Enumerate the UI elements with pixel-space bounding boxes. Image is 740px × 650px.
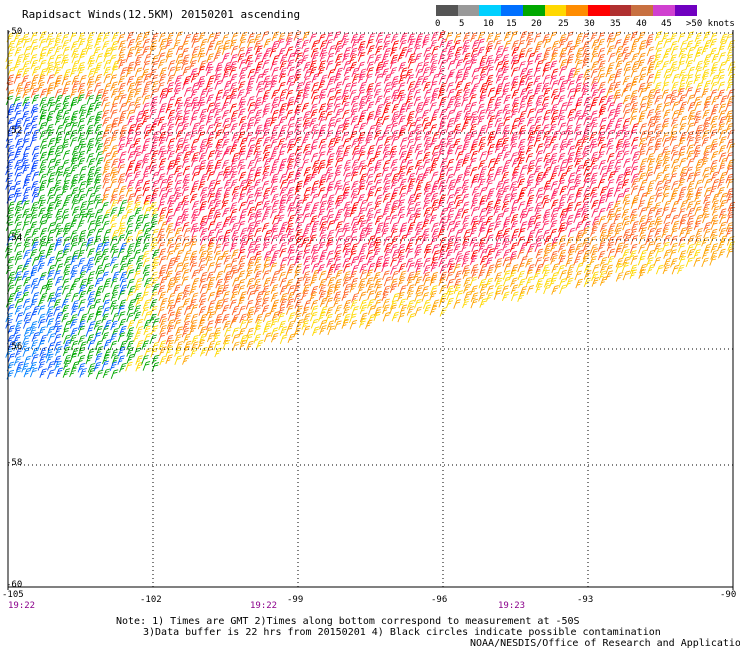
legend-tick-label: 25 <box>558 19 569 29</box>
legend-tick-label: 10 <box>483 19 494 29</box>
wind-barb-group <box>117 31 640 275</box>
lon-label-96: -96 <box>431 595 448 605</box>
lat-lon-grid <box>7 30 734 590</box>
map-title: Rapidsact Winds(12.5KM) 20150201 ascendi… <box>22 8 301 21</box>
wind-barb-group <box>5 102 40 205</box>
time-label-3: 19:23 <box>498 601 526 611</box>
legend-tick-label: 35 <box>610 19 621 29</box>
legend-tick-label: 5 <box>459 19 465 29</box>
lat-label-56: -56 <box>6 342 23 352</box>
wind-barb-group <box>125 31 639 274</box>
wind-barb-group <box>6 31 735 336</box>
legend-tick-label: 30 <box>584 19 595 29</box>
legend-tick-label: 40 <box>636 19 647 29</box>
legend-tick-label: 20 <box>531 19 542 29</box>
legend-swatch <box>522 5 545 16</box>
legend-tick-label: 0 <box>435 19 441 29</box>
legend-swatch <box>653 5 676 16</box>
lat-label-58: -58 <box>6 458 23 468</box>
lon-label-90: -90 <box>720 590 737 600</box>
lat-label-50: -50 <box>6 27 23 37</box>
lon-label-99: -99 <box>287 595 304 605</box>
wind-barb-field <box>5 31 736 380</box>
lat-label-60: -60 <box>6 580 23 590</box>
legend-swatch <box>436 5 459 16</box>
lon-label-102: -102 <box>140 595 162 605</box>
legend-swatch <box>566 5 589 16</box>
legend-swatch <box>609 5 632 16</box>
legend-swatch <box>479 5 502 16</box>
legend-tick-label: 15 <box>506 19 517 29</box>
legend-swatch <box>544 5 567 16</box>
lon-label-93: -93 <box>577 595 594 605</box>
wind-barb-group <box>5 31 736 345</box>
time-label-1: 19:22 <box>8 601 36 611</box>
legend-swatch <box>587 5 611 16</box>
wind-barb-group <box>5 304 64 380</box>
legend-swatch <box>674 5 697 16</box>
legend-swatch <box>631 5 654 16</box>
wind-barb-group <box>5 305 63 380</box>
legend-tick-label: >50 knots <box>686 19 735 29</box>
note-line-1: Note: 1) Times are GMT 2)Times along bot… <box>116 616 580 627</box>
lat-label-52: -52 <box>6 126 23 136</box>
lat-label-54: -54 <box>6 233 23 243</box>
legend-tick-label: 45 <box>661 19 672 29</box>
lon-label-105: -105 <box>2 590 24 600</box>
legend-swatch <box>501 5 524 16</box>
time-label-2: 19:22 <box>250 601 278 611</box>
note-line-3: NOAA/NESDIS/Office of Research and Appli… <box>470 638 740 649</box>
note-line-2: 3)Data buffer is 22 hrs from 20150201 4)… <box>143 627 661 638</box>
legend-swatch <box>457 5 480 16</box>
wind-barb-group <box>159 234 735 365</box>
